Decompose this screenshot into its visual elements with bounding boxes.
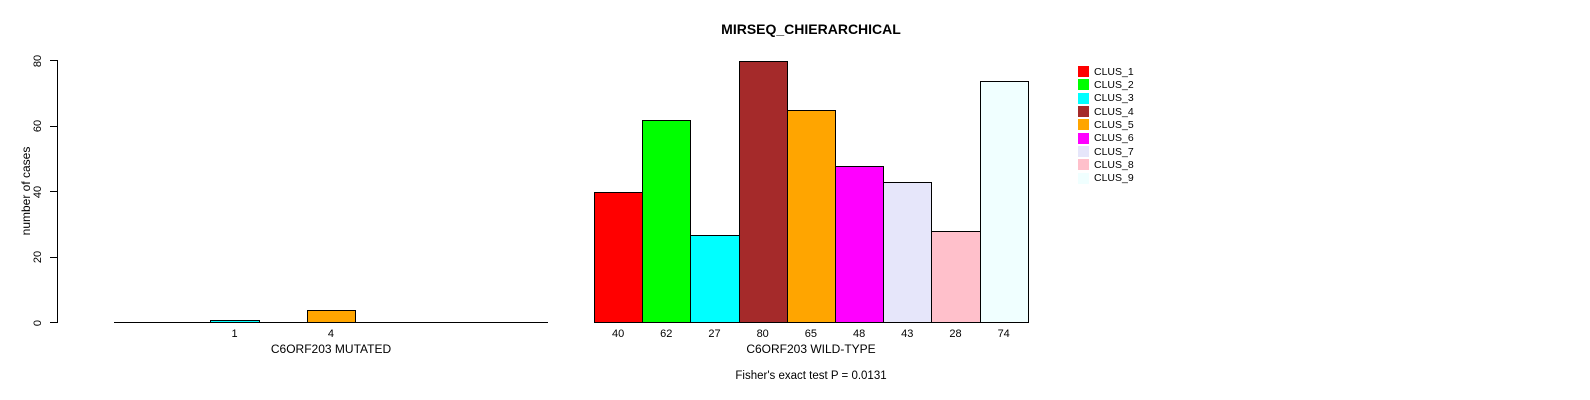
y-axis-line (57, 60, 58, 323)
legend-swatch-clus_1 (1078, 66, 1089, 77)
y-tick-mark (50, 125, 57, 127)
legend-label: CLUS_5 (1094, 118, 1134, 131)
bar-value-label: 40 (611, 328, 625, 340)
legend-swatch-clus_3 (1078, 92, 1089, 104)
legend-swatch-clus_5 (1078, 119, 1089, 131)
y-tick-mark (50, 60, 57, 61)
legend-label: CLUS_2 (1094, 78, 1134, 91)
bar-value-label: 65 (804, 328, 818, 340)
bar-clus_9 (980, 81, 1029, 323)
legend-label: CLUS_9 (1094, 172, 1134, 185)
legend-label: CLUS_7 (1094, 145, 1134, 158)
bar-value-label: 1 (231, 328, 238, 340)
fisher-test-annotation: Fisher's exact test P = 0.0131 (735, 370, 887, 382)
legend-label: CLUS_6 (1094, 132, 1134, 145)
y-tick-mark (50, 256, 57, 258)
bar-clus_7 (883, 182, 932, 323)
bar-value-label: 28 (949, 328, 962, 340)
y-tick-mark (50, 191, 57, 192)
y-tick-label: 40 (32, 185, 44, 198)
chart-title: MIRSEQ_CHIERARCHICAL (721, 21, 901, 37)
legend-item-clus_2: CLUS_2 (1078, 78, 1134, 91)
bar-clus_3 (210, 320, 260, 323)
bar-clus_3 (690, 235, 740, 323)
bar-value-label: 27 (708, 328, 721, 340)
y-tick-label: 80 (32, 54, 44, 67)
legend-swatch-clus_8 (1078, 159, 1089, 171)
legend-label: CLUS_4 (1094, 105, 1134, 118)
bar-clus_1 (594, 192, 643, 323)
legend-item-clus_6: CLUS_6 (1078, 132, 1134, 145)
bar-clus_5 (787, 110, 836, 323)
legend-swatch-clus_7 (1078, 146, 1089, 158)
y-axis-label: number of cases (19, 146, 33, 236)
legend-label: CLUS_1 (1094, 65, 1134, 78)
bar-clus_8 (931, 231, 981, 323)
bar-value-label: 80 (756, 328, 769, 340)
legend-item-clus_7: CLUS_7 (1078, 145, 1134, 158)
legend-label: CLUS_8 (1094, 158, 1134, 171)
panel-mutated-xlabel: C6ORF203 MUTATED (270, 342, 392, 356)
bar-value-label: 43 (901, 328, 914, 340)
bar-clus_6 (835, 166, 884, 323)
bar-clus_5 (307, 310, 356, 323)
legend-item-clus_8: CLUS_8 (1078, 158, 1134, 171)
legend-item-clus_1: CLUS_1 (1078, 65, 1134, 78)
y-tick-mark (50, 322, 57, 323)
bar-value-label: 48 (852, 328, 866, 340)
legend-label: CLUS_3 (1094, 92, 1134, 105)
panel-wildtype-xlabel: C6ORF203 WILD-TYPE (746, 342, 876, 356)
bar-clus_4 (739, 61, 788, 323)
legend-item-clus_9: CLUS_9 (1078, 172, 1134, 185)
y-tick-label: 0 (32, 319, 44, 326)
legend-swatch-clus_9 (1078, 172, 1089, 184)
legend-item-clus_3: CLUS_3 (1078, 92, 1134, 105)
legend-swatch-clus_4 (1078, 106, 1089, 118)
legend-swatch-clus_2 (1078, 79, 1089, 91)
y-tick-label: 60 (32, 119, 44, 133)
legend-item-clus_4: CLUS_4 (1078, 105, 1134, 118)
bar-value-label: 4 (327, 328, 334, 340)
bar-clus_2 (642, 120, 691, 323)
legend-swatch-clus_6 (1078, 132, 1089, 144)
bar-value-label: 62 (660, 328, 673, 340)
y-tick-label: 20 (32, 250, 44, 264)
bar-value-label: 74 (997, 328, 1010, 340)
legend-item-clus_5: CLUS_5 (1078, 118, 1134, 131)
